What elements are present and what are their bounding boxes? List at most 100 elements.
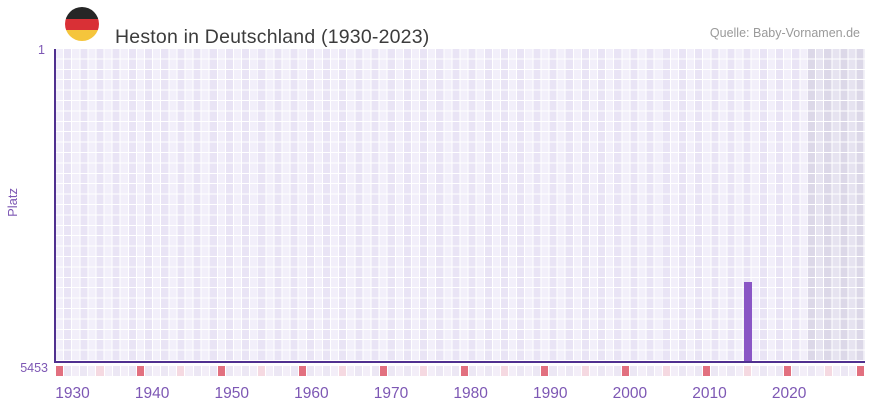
y-tick-bottom: 5453: [20, 361, 48, 375]
timeline-cell: [290, 365, 298, 376]
timeline-cell: [322, 365, 331, 376]
timeline-cell: [266, 365, 274, 376]
timeline-cell: [96, 365, 104, 376]
timeline-cell: [274, 365, 282, 376]
page-title: Heston in Deutschland (1930-2023): [115, 26, 430, 49]
timeline-cell: [751, 365, 759, 376]
y-tick-top: 1: [38, 43, 45, 57]
timeline-cell: [452, 365, 460, 376]
timeline-cell: [856, 365, 864, 376]
timeline-cell: [759, 365, 767, 376]
timeline-cell: [638, 365, 646, 376]
timeline-cell: [767, 365, 775, 376]
timeline-cell: [573, 365, 581, 376]
timeline-cell: [848, 365, 856, 376]
source-credit: Quelle: Baby-Vornamen.de: [709, 26, 860, 40]
timeline-cell: [306, 365, 314, 376]
timeline-cell: [509, 365, 517, 376]
timeline-cell: [670, 365, 678, 376]
timeline-cell: [120, 365, 128, 376]
timeline-cell: [411, 365, 420, 376]
x-tick-label: 2010: [692, 385, 727, 402]
timeline-cell: [484, 365, 492, 376]
timeline-cell: [500, 365, 509, 376]
x-tick-label: 1970: [373, 385, 409, 402]
timeline-cell: [541, 365, 549, 376]
timeline-cell: [379, 365, 387, 376]
timeline-cell: [678, 365, 686, 376]
timeline-cell: [468, 365, 476, 376]
timeline-cell: [711, 365, 719, 376]
timeline-cell: [784, 365, 792, 376]
timeline-cell: [460, 365, 468, 376]
timeline-cell: [444, 365, 452, 376]
timeline-cell: [339, 365, 347, 376]
timeline-cell: [533, 365, 541, 376]
timeline-cell: [589, 365, 598, 376]
timeline-cell: [185, 365, 193, 376]
x-tick-label: 1950: [214, 385, 249, 402]
timeline-cell: [258, 365, 266, 376]
rank-bar[interactable]: [743, 282, 752, 361]
timeline-cell: [476, 365, 484, 376]
timeline-cell: [104, 365, 112, 376]
plot-area: [54, 49, 865, 363]
timeline-cell: [622, 365, 630, 376]
timeline-cell: [209, 365, 217, 376]
timeline-cell: [816, 365, 824, 376]
timeline-cell: [169, 365, 177, 376]
timeline-cell: [735, 365, 743, 376]
timeline-cell: [614, 365, 622, 376]
timeline-strip: [56, 365, 865, 376]
timeline-cell: [743, 365, 751, 376]
timeline-cell: [557, 365, 565, 376]
timeline-cell: [581, 365, 589, 376]
x-axis-labels: 1930 1940 1950 1960 1970 1980 1990 2000 2010 2020: [0, 385, 873, 405]
timeline-cell: [144, 365, 153, 376]
timeline-cell: [193, 365, 201, 376]
timeline-cell: [153, 365, 161, 376]
x-tick-label: 2020: [771, 385, 807, 402]
x-tick-label: 1940: [134, 385, 170, 402]
german-flag-icon: [65, 7, 99, 41]
timeline-cell: [112, 365, 120, 376]
timeline-cell: [776, 365, 784, 376]
timeline-cell: [727, 365, 735, 376]
timeline-cell: [719, 365, 727, 376]
timeline-cell: [549, 365, 557, 376]
timeline-cell: [662, 365, 670, 376]
timeline-cell: [800, 365, 808, 376]
timeline-cell: [242, 365, 250, 376]
timeline-cell: [225, 365, 233, 376]
timeline-cell: [565, 365, 573, 376]
timeline-cell: [201, 365, 209, 376]
timeline-cell: [606, 365, 614, 376]
timeline-cell: [347, 365, 355, 376]
y-axis-label: Platz: [5, 188, 20, 217]
timeline-cell: [703, 365, 711, 376]
timeline-cell: [331, 365, 339, 376]
timeline-cell: [56, 365, 64, 376]
timeline-cell: [687, 365, 695, 376]
timeline-cell: [517, 365, 525, 376]
timeline-cell: [64, 365, 72, 376]
timeline-cell: [598, 365, 606, 376]
timeline-cell: [395, 365, 403, 376]
timeline-cell: [824, 365, 832, 376]
x-tick-label: 2000: [612, 385, 648, 402]
x-tick-label: 1990: [533, 385, 568, 402]
timeline-cell: [840, 365, 848, 376]
x-tick-label: 1980: [453, 385, 488, 402]
timeline-cell: [808, 365, 816, 376]
timeline-cell: [177, 365, 185, 376]
recent-years-region: [808, 49, 865, 361]
timeline-cell: [250, 365, 258, 376]
timeline-cell: [136, 365, 144, 376]
timeline-cell: [654, 365, 662, 376]
timeline-cell: [525, 365, 533, 376]
timeline-cell: [492, 365, 500, 376]
timeline-cell: [646, 365, 654, 376]
timeline-cell: [420, 365, 428, 376]
timeline-cell: [832, 365, 840, 376]
